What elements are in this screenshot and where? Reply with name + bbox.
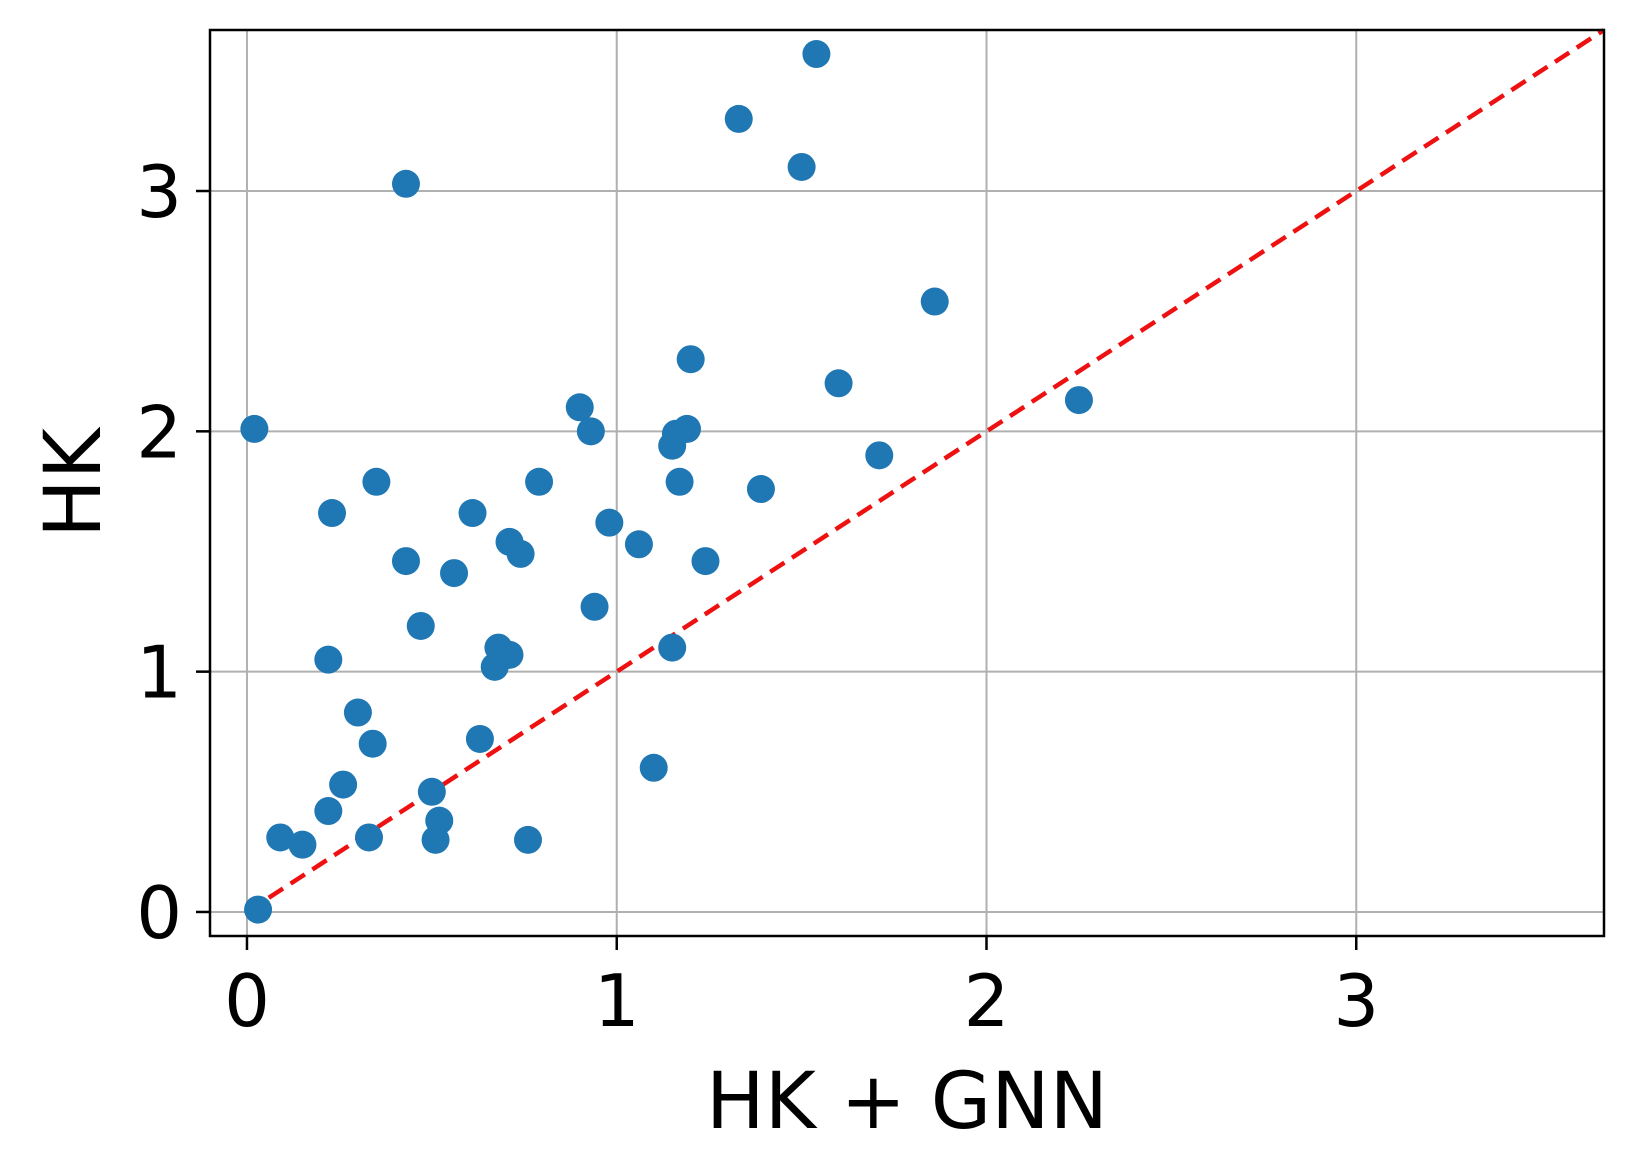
data-point [329, 770, 358, 799]
data-point [465, 724, 494, 753]
data-point [240, 414, 269, 443]
data-point [824, 369, 853, 398]
data-point [691, 547, 720, 576]
data-point [920, 287, 949, 316]
data-point [244, 895, 273, 924]
data-point [787, 152, 816, 181]
y-tick-label: 2 [136, 390, 182, 474]
data-point [391, 547, 420, 576]
data-point [576, 417, 605, 446]
data-point [565, 393, 594, 422]
data-point [266, 823, 295, 852]
data-point [495, 640, 524, 669]
data-point [343, 698, 372, 727]
x-tick-label: 2 [964, 959, 1010, 1043]
data-point [672, 414, 701, 443]
data-point [676, 345, 705, 374]
data-point [318, 499, 347, 528]
y-tick-label: 3 [136, 150, 182, 234]
y-tick-label: 0 [136, 871, 182, 955]
data-point [391, 169, 420, 198]
data-point [362, 467, 391, 496]
data-point [595, 508, 624, 537]
y-tick-label: 1 [136, 631, 182, 715]
data-point [1064, 386, 1093, 415]
y-axis-label: HK [29, 426, 119, 538]
x-tick-label: 3 [1333, 959, 1379, 1043]
reference-line [245, 28, 1606, 914]
x-tick-label: 0 [224, 959, 270, 1043]
data-point [506, 539, 535, 568]
data-point [354, 823, 383, 852]
plot-frame [208, 28, 1606, 938]
data-point [639, 753, 668, 782]
data-point [624, 530, 653, 559]
data-point [314, 645, 343, 674]
data-point [458, 499, 487, 528]
data-point [314, 797, 343, 826]
data-point [358, 729, 387, 758]
data-point [440, 559, 469, 588]
data-point [288, 830, 317, 859]
data-point [580, 592, 609, 621]
data-point [802, 40, 831, 69]
axis-ticks: 0 1 2 3 0 1 2 3 [136, 150, 1379, 1043]
data-point [513, 825, 542, 854]
data-point [746, 475, 775, 504]
x-tick-label: 1 [594, 959, 640, 1043]
data-point [658, 633, 687, 662]
data-point [406, 611, 435, 640]
data-point [724, 104, 753, 133]
data-point [865, 441, 894, 470]
data-point [525, 467, 554, 496]
x-axis-label: HK + GNN [706, 1057, 1108, 1147]
grid-lines [210, 30, 1604, 936]
data-point [425, 806, 454, 835]
data-points [240, 40, 1093, 924]
data-point [417, 777, 446, 806]
data-point [665, 467, 694, 496]
